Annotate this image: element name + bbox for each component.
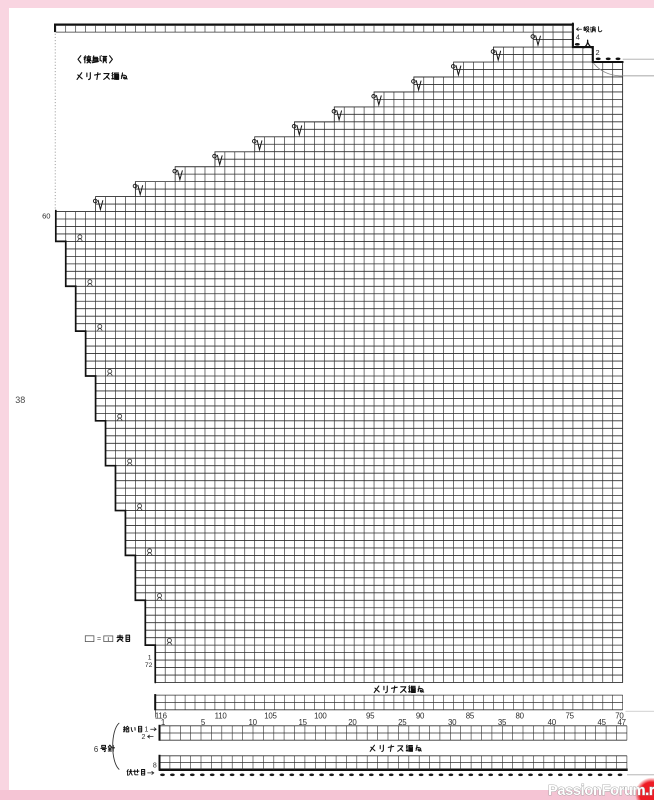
- svg-text:5: 5: [201, 718, 206, 727]
- svg-text:4: 4: [576, 33, 580, 42]
- svg-text:80: 80: [516, 711, 525, 720]
- svg-text:PassionForum.ru: PassionForum.ru: [548, 783, 654, 799]
- svg-text:47: 47: [617, 718, 625, 727]
- svg-text:20: 20: [348, 718, 357, 727]
- svg-text:1: 1: [161, 718, 165, 727]
- svg-text:85: 85: [466, 711, 475, 720]
- svg-text:6: 6: [94, 745, 98, 754]
- svg-text:95: 95: [366, 711, 375, 720]
- svg-text:8: 8: [153, 763, 157, 770]
- svg-text:70: 70: [615, 711, 624, 720]
- svg-text:15: 15: [298, 718, 307, 727]
- svg-text:75: 75: [565, 711, 574, 720]
- svg-text:10: 10: [249, 718, 258, 727]
- svg-text:1: 1: [148, 654, 152, 661]
- svg-text:110: 110: [215, 711, 228, 720]
- svg-text:116: 116: [155, 711, 168, 720]
- svg-text:2: 2: [595, 48, 599, 57]
- svg-text:35: 35: [498, 718, 507, 727]
- svg-text:2: 2: [142, 734, 146, 741]
- svg-text:30: 30: [448, 718, 457, 727]
- svg-text:100: 100: [314, 711, 327, 720]
- svg-text:=: =: [97, 636, 101, 643]
- svg-text:72: 72: [145, 662, 153, 669]
- svg-text:45: 45: [598, 718, 607, 727]
- svg-text:60: 60: [42, 211, 50, 220]
- svg-text:25: 25: [398, 718, 407, 727]
- svg-text:40: 40: [548, 718, 557, 727]
- svg-text:1: 1: [145, 727, 149, 734]
- svg-text:38: 38: [15, 395, 25, 405]
- svg-text:105: 105: [264, 711, 277, 720]
- svg-text:90: 90: [416, 711, 425, 720]
